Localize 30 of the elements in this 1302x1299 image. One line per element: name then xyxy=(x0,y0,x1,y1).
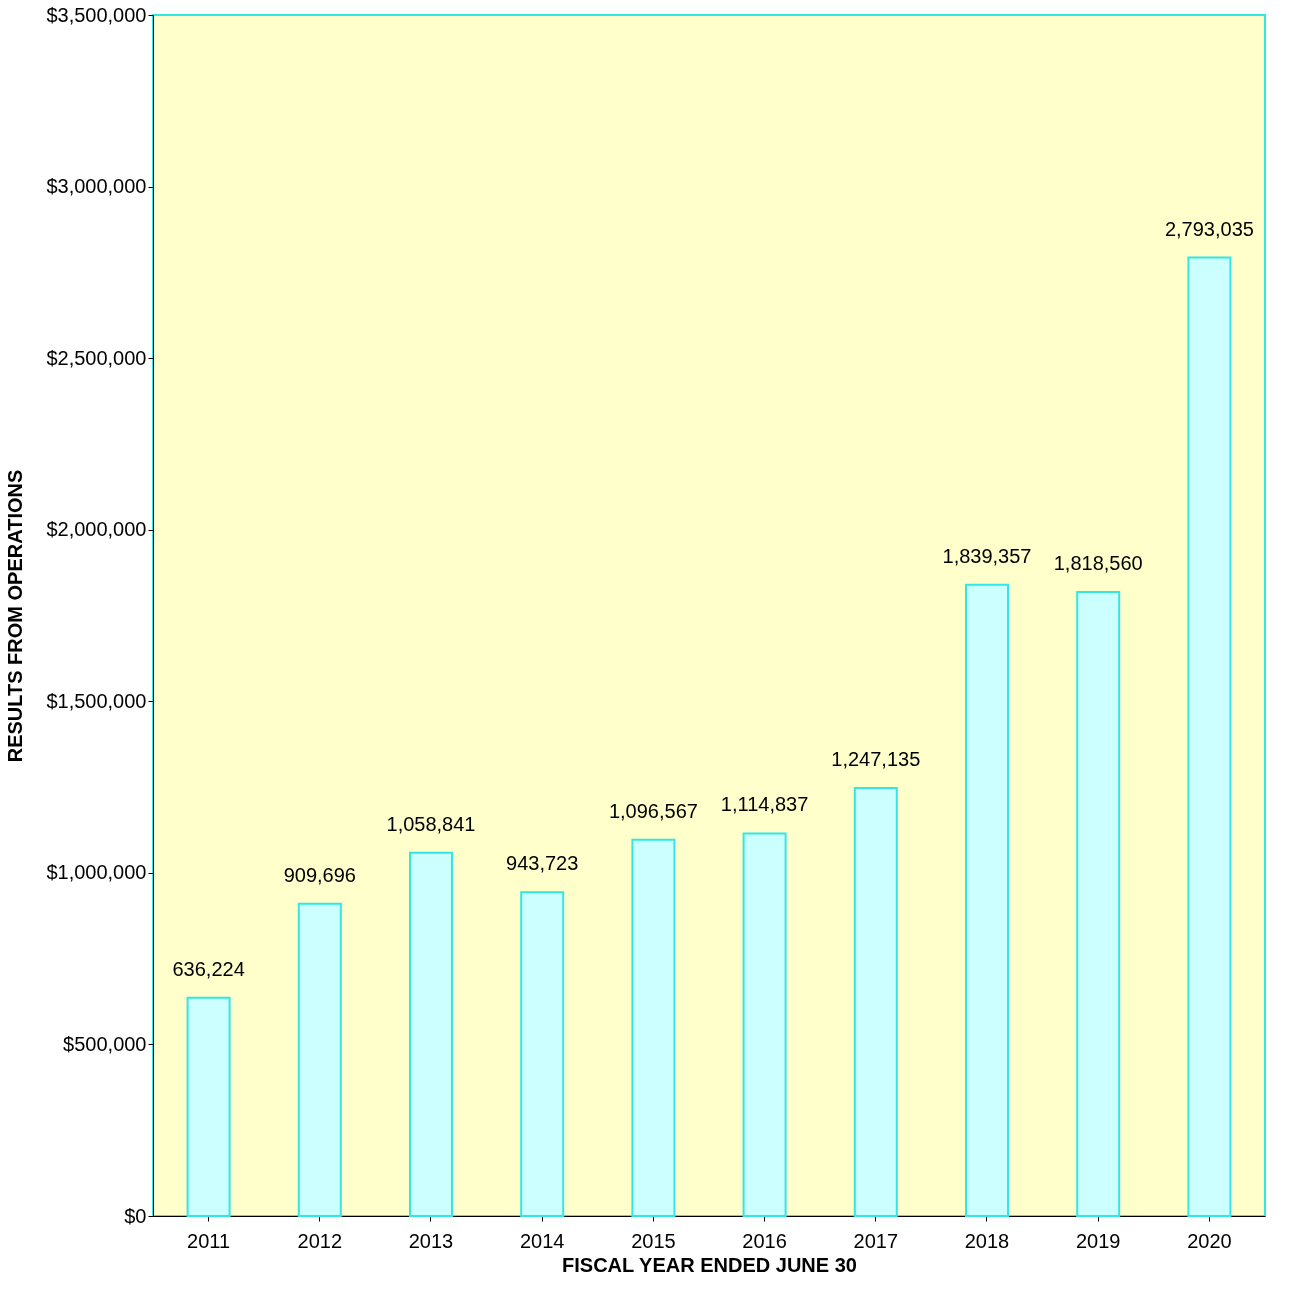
x-tick-label: 2020 xyxy=(1187,1229,1232,1252)
x-axis-title: FISCAL YEAR ENDED JUNE 30 xyxy=(562,1253,857,1276)
x-tick-label: 2013 xyxy=(408,1229,454,1252)
y-tick-label: $3,500,000 xyxy=(46,3,147,26)
data-label: 2,793,035 xyxy=(1164,217,1254,240)
data-label: 636,224 xyxy=(172,957,245,980)
y-tick-label: $2,500,000 xyxy=(46,346,147,369)
y-tick-label: $0 xyxy=(124,1204,147,1227)
y-tick-label: $500,000 xyxy=(63,1032,147,1055)
y-axis-title: RESULTS FROM OPERATIONS xyxy=(4,469,27,763)
data-label: 1,096,567 xyxy=(608,799,698,822)
x-tick-label: 2017 xyxy=(853,1229,899,1252)
data-label: 1,818,560 xyxy=(1053,551,1143,574)
x-tick-label: 2012 xyxy=(297,1229,343,1252)
data-label: 1,058,841 xyxy=(386,812,476,835)
x-tick-label: 2011 xyxy=(187,1229,231,1252)
data-label: 943,723 xyxy=(506,852,579,875)
x-tick-label: 2015 xyxy=(631,1229,676,1252)
data-label: 1,247,135 xyxy=(831,748,921,771)
y-tick-label: $3,000,000 xyxy=(46,175,147,198)
x-tick-label: 2018 xyxy=(964,1229,1010,1252)
data-label: 909,696 xyxy=(283,863,356,886)
x-tick-label: 2014 xyxy=(519,1229,565,1252)
data-label: 1,839,357 xyxy=(942,544,1032,567)
y-tick-label: $2,000,000 xyxy=(46,518,147,541)
data-label: 1,114,837 xyxy=(720,793,809,816)
x-tick-label: 2016 xyxy=(742,1229,787,1252)
x-tick-label: 2019 xyxy=(1075,1229,1121,1252)
y-tick-label: $1,000,000 xyxy=(46,861,147,884)
y-tick-label: $1,500,000 xyxy=(46,689,147,712)
